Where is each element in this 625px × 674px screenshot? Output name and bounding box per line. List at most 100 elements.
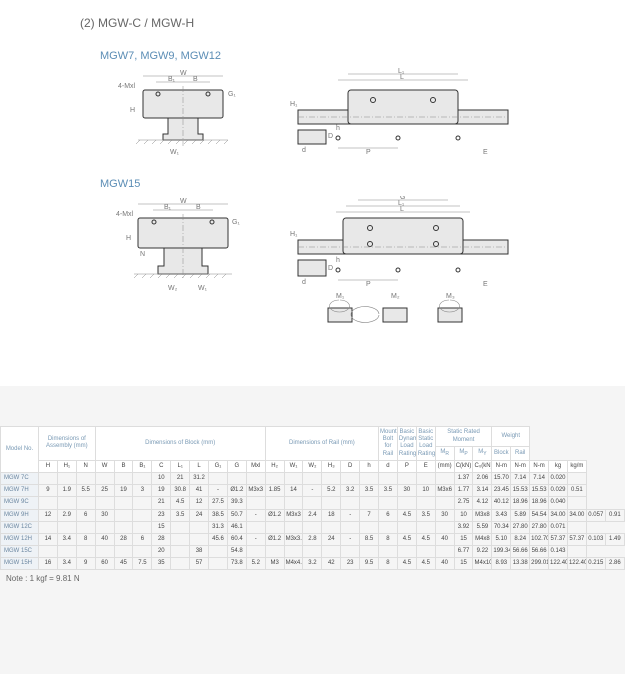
data-cell: 3.2 — [341, 485, 360, 497]
data-cell: 24 — [322, 533, 341, 545]
svg-text:G₁: G₁ — [232, 219, 240, 226]
column-header: Mxl — [246, 460, 265, 472]
data-cell: 1.37 — [454, 472, 473, 484]
data-cell: 45 — [114, 558, 133, 570]
data-cell: M4x8 — [473, 533, 492, 545]
svg-text:H: H — [126, 235, 131, 242]
data-cell — [397, 497, 416, 509]
model-cell: MGW 7C — [1, 472, 39, 484]
data-cell: 8 — [379, 533, 398, 545]
data-cell: 5.5 — [76, 485, 95, 497]
data-cell — [39, 546, 58, 558]
data-cell: 2.06 — [473, 472, 492, 484]
column-header: N-m — [492, 460, 511, 472]
data-cell: 6 — [76, 509, 95, 521]
data-cell: 18.96 — [530, 497, 549, 509]
data-cell — [379, 472, 398, 484]
data-cell: 30 — [435, 509, 454, 521]
data-cell — [190, 533, 209, 545]
data-cell — [397, 521, 416, 533]
data-cell — [209, 472, 228, 484]
data-cell: 4.5 — [397, 509, 416, 521]
svg-text:L: L — [400, 206, 404, 213]
column-header: d — [379, 460, 398, 472]
data-cell — [303, 472, 322, 484]
data-cell: 5.2 — [322, 485, 341, 497]
data-cell: 7.14 — [511, 472, 530, 484]
data-cell: 122.40 — [549, 558, 568, 570]
data-cell: 0.040 — [549, 497, 568, 509]
data-cell: M3x3 — [246, 485, 265, 497]
data-cell: 27.5 — [209, 497, 228, 509]
data-cell: 3.14 — [473, 485, 492, 497]
model-cell: MGW 9C — [1, 497, 39, 509]
data-cell — [303, 521, 322, 533]
data-cell — [416, 521, 435, 533]
data-cell: 60.4 — [227, 533, 246, 545]
data-cell: 8.24 — [511, 533, 530, 545]
data-cell: 0.057 — [586, 509, 605, 521]
data-cell: 4.5 — [397, 558, 416, 570]
data-cell — [76, 521, 95, 533]
data-cell: 27.80 — [511, 521, 530, 533]
data-cell: 3.5 — [360, 485, 379, 497]
data-cell: 14 — [39, 533, 58, 545]
data-cell: 1.9 — [57, 485, 76, 497]
diagram-row-1: W 4-Mxl B₁ B — [30, 68, 595, 158]
data-cell: 34.00 — [549, 509, 568, 521]
data-cell: 15 — [454, 533, 473, 545]
data-cell — [57, 472, 76, 484]
data-cell: Ø1.2 — [265, 533, 284, 545]
column-header: (mm) — [435, 460, 454, 472]
data-cell: 30 — [397, 485, 416, 497]
data-cell — [360, 546, 379, 558]
data-cell: 57 — [190, 558, 209, 570]
data-cell — [284, 497, 303, 509]
data-cell — [416, 472, 435, 484]
data-cell — [114, 497, 133, 509]
data-cell: 5.10 — [492, 533, 511, 545]
data-cell — [397, 546, 416, 558]
svg-text:P: P — [366, 149, 371, 156]
data-cell: 9.22 — [473, 546, 492, 558]
data-cell — [246, 497, 265, 509]
data-cell — [76, 472, 95, 484]
data-cell: 16 — [39, 558, 58, 570]
svg-text:d: d — [302, 147, 306, 154]
data-cell: 73.8 — [227, 558, 246, 570]
data-cell: 46.1 — [227, 521, 246, 533]
data-cell: 7.5 — [133, 558, 152, 570]
diagram-2-right: G L₁ L C H₁ d P E — [288, 196, 518, 346]
data-cell — [246, 546, 265, 558]
data-cell: M3x3 — [284, 509, 303, 521]
data-cell — [133, 497, 152, 509]
data-cell: 5.2 — [246, 558, 265, 570]
data-cell: 6.77 — [454, 546, 473, 558]
column-header: kg/m — [567, 460, 586, 472]
data-cell — [57, 521, 76, 533]
subtitle-2: MGW15 — [100, 178, 595, 190]
column-header: N-m — [530, 460, 549, 472]
group-header: Basic Static Load Rating — [416, 427, 435, 461]
svg-text:E: E — [483, 149, 488, 156]
model-cell: MGW 7H — [1, 485, 39, 497]
data-cell — [341, 521, 360, 533]
data-cell: 45.6 — [209, 533, 228, 545]
data-cell — [95, 546, 114, 558]
column-header: H — [39, 460, 58, 472]
column-header: L₁ — [171, 460, 190, 472]
data-cell — [435, 546, 454, 558]
data-cell: 8.5 — [360, 533, 379, 545]
svg-text:M₁: M₁ — [336, 293, 345, 300]
data-cell: 6 — [379, 509, 398, 521]
data-cell — [397, 472, 416, 484]
data-cell: M4x10 — [473, 558, 492, 570]
data-cell: 3.2 — [303, 558, 322, 570]
data-cell: 40 — [435, 533, 454, 545]
data-cell: Ø1.2 — [265, 509, 284, 521]
data-cell: 2.4 — [303, 509, 322, 521]
data-cell — [114, 521, 133, 533]
svg-text:B: B — [193, 76, 198, 83]
data-cell: M3x6 — [435, 485, 454, 497]
data-cell — [303, 546, 322, 558]
